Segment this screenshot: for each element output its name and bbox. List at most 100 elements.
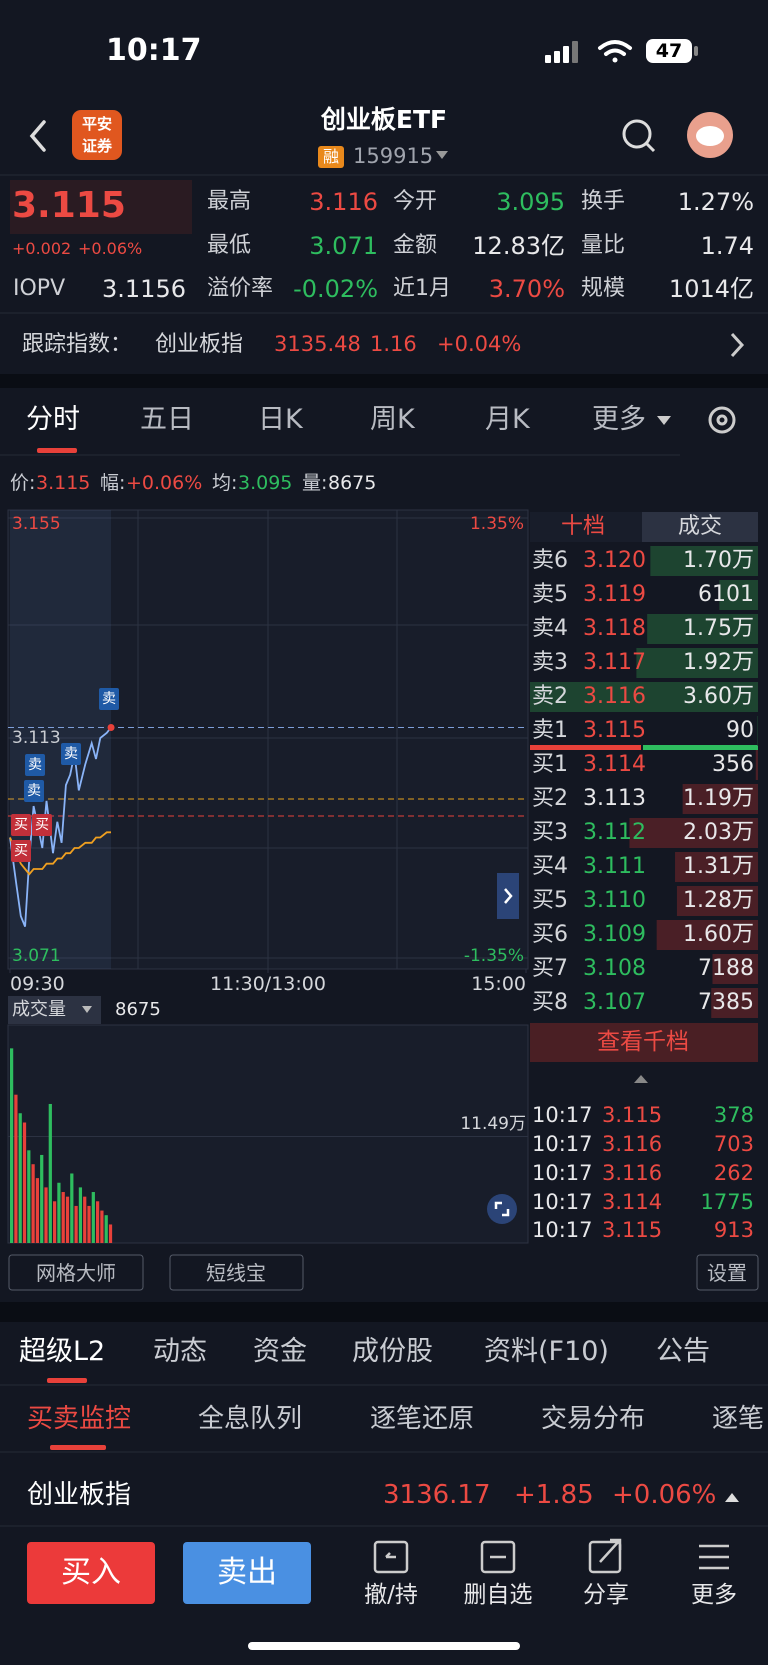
sell-button[interactable] [183, 1542, 311, 1604]
trade-mark[interactable]: 卖 [102, 690, 116, 707]
price-change: +0.002 [12, 239, 72, 259]
trade-tab-bg[interactable] [642, 512, 758, 542]
tool-button-label[interactable]: 短线宝 [206, 1261, 266, 1285]
tool-button[interactable] [696, 1254, 759, 1291]
subtab-underline [50, 1445, 106, 1450]
trade-mark[interactable]: 买 [35, 816, 49, 833]
stat-value: -0.02% [293, 274, 378, 303]
trade-mark[interactable]: 买 [14, 816, 28, 833]
section-tab[interactable]: 超级L2 [19, 1335, 106, 1367]
expand-side-icon [504, 888, 513, 904]
section-tab[interactable]: 成份股 [352, 1335, 433, 1367]
broker-name: 平安 [81, 115, 113, 133]
tool-button-label[interactable]: 网格大师 [36, 1261, 116, 1285]
volume-dropdown [82, 1006, 92, 1013]
last-price: 3.115 [12, 185, 126, 227]
action-label[interactable]: 更多 [691, 1582, 737, 1609]
chart-tab[interactable]: 更多 [592, 403, 646, 435]
trade-mark-box [11, 814, 31, 836]
buy-label[interactable]: 买入 [61, 1555, 121, 1590]
back-button[interactable] [29, 120, 46, 152]
chart-tab[interactable]: 月K [485, 403, 530, 435]
tool-button[interactable] [169, 1254, 304, 1291]
expand-side-button[interactable] [497, 873, 519, 919]
action-label[interactable]: 分享 [583, 1582, 629, 1609]
ask-volume-bar [719, 580, 758, 610]
sub-tab[interactable]: 买卖监控 [27, 1404, 132, 1435]
orderbook-tab[interactable]: 十档 [560, 513, 606, 539]
section-tab[interactable]: 公告 [656, 1335, 710, 1367]
broker-logo[interactable] [72, 110, 122, 160]
sub-tab[interactable]: 交易分布 [541, 1404, 646, 1435]
fullscreen-button[interactable] [487, 1194, 517, 1224]
trade-mark[interactable]: 卖 [28, 756, 42, 773]
chart-tab[interactable]: 五日 [140, 403, 194, 435]
trade-mark[interactable]: 卖 [27, 782, 41, 799]
bid-volume-bar [755, 750, 758, 780]
spread-line-red [530, 745, 641, 750]
wifi-icon [598, 40, 632, 63]
code-dropdown[interactable] [436, 151, 448, 159]
tracking-value: 3135.48 [274, 332, 361, 357]
volume-bar [22, 1122, 27, 1243]
scroll-up[interactable] [634, 1075, 648, 1083]
section-tab[interactable]: 资金 [253, 1335, 307, 1367]
trade-mark-box [24, 780, 44, 802]
y-tick-label: 3.155 [12, 513, 61, 534]
volume-bar [78, 1187, 83, 1243]
index-value: 3136.17 [383, 1480, 491, 1511]
tool-button-label[interactable]: 设置 [707, 1261, 747, 1285]
volume-bar [70, 1173, 74, 1243]
tool-button[interactable] [8, 1254, 144, 1291]
tab-underline [47, 1378, 87, 1383]
bid-volume-bar [656, 920, 758, 950]
orderbook-level: 买3 [532, 819, 568, 845]
buy-button[interactable] [27, 1542, 155, 1604]
stock-code: 159915 [353, 144, 434, 169]
sub-tab[interactable]: 逐笔 [712, 1404, 765, 1435]
search-button[interactable] [622, 119, 656, 153]
orderbook-volume: 2.03万 [683, 819, 754, 845]
trade-mark-box [61, 743, 81, 765]
section-tab[interactable]: 资料(F10) [484, 1335, 609, 1367]
stat-label: 近1月 [393, 275, 451, 301]
volume-bar [53, 1201, 57, 1243]
chart-tab[interactable]: 日K [258, 403, 303, 435]
stat-value: 12.83亿 [472, 231, 565, 260]
orderbook-price: 3.117 [583, 649, 646, 675]
stat-value: 3.116 [309, 187, 378, 216]
orderbook-level: 买2 [532, 785, 568, 811]
trade-volume: 913 [713, 1218, 754, 1243]
orderbook-tab[interactable]: 成交 [677, 513, 723, 539]
chart-tab[interactable]: 分时 [26, 403, 80, 435]
info-value: +0.06% [126, 471, 203, 494]
index-chevron[interactable] [730, 332, 745, 358]
x-tick-label: 15:00 [471, 972, 526, 995]
stat-value: 3.1156 [102, 274, 186, 303]
volume-bar [31, 1164, 35, 1243]
section-tab[interactable]: 动态 [153, 1335, 207, 1367]
trade-mark[interactable]: 卖 [64, 745, 78, 762]
sell-label[interactable]: 卖出 [217, 1555, 277, 1590]
index-toggle[interactable] [725, 1493, 739, 1502]
orderbook-volume: 3.60万 [683, 683, 754, 709]
settings-button[interactable] [708, 406, 736, 434]
volume-title[interactable]: 成交量 [12, 999, 66, 1021]
trade-mark[interactable]: 买 [14, 842, 28, 859]
tracking-name[interactable]: 创业板指 [155, 331, 244, 357]
orderbook-level: 买7 [532, 955, 568, 981]
sub-tab[interactable]: 全息队列 [198, 1404, 303, 1435]
tracking-label[interactable]: 跟踪指数： [22, 331, 133, 357]
orderbook-volume: 7188 [698, 955, 754, 981]
orderbook-volume: 90 [726, 717, 754, 743]
orderbook-price: 3.120 [583, 547, 646, 573]
orderbook-volume: 1.70万 [683, 547, 754, 573]
stat-label: 换手 [581, 188, 626, 214]
more-dropdown[interactable] [657, 416, 671, 425]
depth-button[interactable] [530, 1023, 758, 1062]
depth-button-label[interactable]: 查看千档 [597, 1029, 689, 1056]
action-label[interactable]: 撤/持 [364, 1582, 418, 1609]
action-label[interactable]: 删自选 [463, 1582, 533, 1609]
sub-tab[interactable]: 逐笔还原 [370, 1404, 475, 1435]
chart-tab[interactable]: 周K [370, 403, 415, 435]
